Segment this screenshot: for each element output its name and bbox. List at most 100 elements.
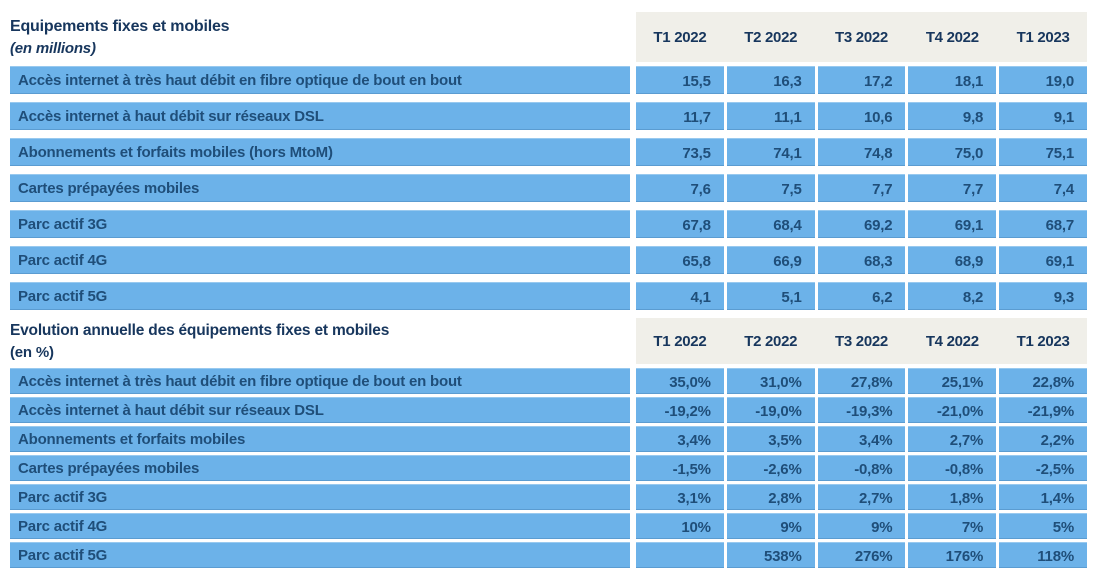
value-cell: 2,7%	[908, 426, 997, 452]
value-cell: 68,9	[908, 246, 997, 274]
row-label: Accès internet à haut débit sur réseaux …	[10, 397, 630, 423]
column-header: T1 2023	[1016, 28, 1070, 46]
value-cell: 118%	[999, 542, 1087, 568]
value-cell: 7,7	[908, 174, 997, 202]
value-cell: -0,8%	[908, 455, 997, 481]
value-cell: 16,3	[726, 66, 815, 94]
value-cell: 3,4%	[636, 426, 724, 452]
value-cell: 9,8	[908, 102, 997, 130]
value-cell: 18,1	[908, 66, 997, 94]
value-cell: -0,8%	[817, 455, 906, 481]
value-cell: 2,2%	[999, 426, 1087, 452]
section-evolution-rows: Accès internet à très haut débit en fibr…	[10, 368, 1087, 568]
table-row: Parc actif 4G 10% 9% 9% 7% 5%	[10, 513, 1087, 539]
row-label: Parc actif 5G	[10, 282, 630, 310]
value-cell: -21,9%	[999, 397, 1087, 423]
value-cell: 9%	[726, 513, 815, 539]
row-values: 4,1 5,1 6,2 8,2 9,3	[636, 282, 1087, 310]
table-row: Parc actif 5G 538% 276% 176% 118%	[10, 542, 1087, 568]
column-header: T1 2022	[653, 28, 707, 46]
value-cell: 65,8	[636, 246, 724, 274]
value-cell: 75,0	[908, 138, 997, 166]
table-row: Accès internet à haut débit sur réseaux …	[10, 102, 1087, 130]
row-label: Accès internet à très haut débit en fibr…	[10, 368, 630, 394]
row-values: 11,7 11,1 10,6 9,8 9,1	[636, 102, 1087, 130]
value-cell: 27,8%	[817, 368, 906, 394]
row-label: Parc actif 3G	[10, 484, 630, 510]
table-row: Parc actif 4G 65,8 66,9 68,3 68,9 69,1	[10, 246, 1087, 274]
value-cell: 5%	[999, 513, 1087, 539]
value-cell: 4,1	[636, 282, 724, 310]
table-row: Accès internet à très haut débit en fibr…	[10, 66, 1087, 94]
value-cell: 68,7	[999, 210, 1087, 238]
row-label: Abonnements et forfaits mobiles (hors Mt…	[10, 138, 630, 166]
value-cell: 66,9	[726, 246, 815, 274]
row-values: 65,8 66,9 68,3 68,9 69,1	[636, 246, 1087, 274]
section-volumes-header: Equipements fixes et mobiles (en million…	[10, 12, 1087, 62]
value-cell: 22,8%	[999, 368, 1087, 394]
value-cell: 69,2	[817, 210, 906, 238]
row-values: 10% 9% 9% 7% 5%	[636, 513, 1087, 539]
value-cell: 3,1%	[636, 484, 724, 510]
section-title: Equipements fixes et mobiles	[10, 17, 230, 35]
value-cell: 5,1	[726, 282, 815, 310]
value-cell: 15,5	[636, 66, 724, 94]
row-values: 3,4% 3,5% 3,4% 2,7% 2,2%	[636, 426, 1087, 452]
table-row: Cartes prépayées mobiles -1,5% -2,6% -0,8% -…	[10, 455, 1087, 481]
value-cell: -2,5%	[999, 455, 1087, 481]
table-row: Abonnements et forfaits mobiles (hors Mt…	[10, 138, 1087, 166]
value-cell: 11,1	[726, 102, 815, 130]
value-cell: 25,1%	[908, 368, 997, 394]
row-values: 538% 276% 176% 118%	[636, 542, 1087, 568]
table-row: Abonnements et forfaits mobiles 3,4% 3,5% 3…	[10, 426, 1087, 452]
row-values: 7,6 7,5 7,7 7,7 7,4	[636, 174, 1087, 202]
section-evolution-header: Evolution annuelle des équipements fixes…	[10, 318, 1087, 364]
value-cell: 10,6	[817, 102, 906, 130]
row-values: -1,5% -2,6% -0,8% -0,8% -2,5%	[636, 455, 1087, 481]
value-cell: 6,2	[817, 282, 906, 310]
value-cell: 276%	[817, 542, 906, 568]
section-title: Evolution annuelle des équipements fixes…	[10, 321, 390, 339]
value-cell: -1,5%	[636, 455, 724, 481]
row-label: Accès internet à haut débit sur réseaux …	[10, 102, 630, 130]
section-evolution-title-block: Evolution annuelle des équipements fixes…	[10, 318, 630, 364]
value-cell: 7,5	[726, 174, 815, 202]
table-row: Accès internet à haut débit sur réseaux …	[10, 397, 1087, 423]
value-cell: -19,0%	[726, 397, 815, 423]
section-volumes-rows: Accès internet à très haut débit en fibr…	[10, 66, 1087, 310]
equipment-table: Equipements fixes et mobiles (en million…	[10, 12, 1087, 571]
row-label: Parc actif 3G	[10, 210, 630, 238]
row-label: Parc actif 4G	[10, 513, 630, 539]
value-cell: -19,3%	[817, 397, 906, 423]
row-label: Accès internet à très haut débit en fibr…	[10, 66, 630, 94]
column-header: T2 2022	[744, 332, 798, 350]
value-cell: 2,7%	[817, 484, 906, 510]
value-cell: 74,8	[817, 138, 906, 166]
value-cell: 7%	[908, 513, 997, 539]
row-values: 35,0% 31,0% 27,8% 25,1% 22,8%	[636, 368, 1087, 394]
value-cell: 538%	[726, 542, 815, 568]
value-cell: 11,7	[636, 102, 724, 130]
value-cell: -19,2%	[636, 397, 724, 423]
value-cell: 9,3	[999, 282, 1087, 310]
value-cell: 75,1	[999, 138, 1087, 166]
value-cell: 10%	[636, 513, 724, 539]
value-cell: 31,0%	[726, 368, 815, 394]
column-header: T3 2022	[835, 28, 888, 46]
value-cell: 69,1	[999, 246, 1087, 274]
column-header: T4 2022	[925, 28, 979, 46]
value-cell: 19,0	[999, 66, 1087, 94]
value-cell: 7,6	[636, 174, 724, 202]
value-cell: 73,5	[636, 138, 724, 166]
row-values: -19,2% -19,0% -19,3% -21,0% -21,9%	[636, 397, 1087, 423]
table-row: Parc actif 3G 67,8 68,4 69,2 69,1 68,7	[10, 210, 1087, 238]
value-cell: 2,8%	[726, 484, 815, 510]
value-cell: 9,1	[999, 102, 1087, 130]
value-cell: 35,0%	[636, 368, 724, 394]
value-cell: 68,4	[726, 210, 815, 238]
table-row: Parc actif 3G 3,1% 2,8% 2,7% 1,8% 1,4%	[10, 484, 1087, 510]
value-cell: 68,3	[817, 246, 906, 274]
value-cell: 1,4%	[999, 484, 1087, 510]
row-values: 3,1% 2,8% 2,7% 1,8% 1,4%	[636, 484, 1087, 510]
row-label: Cartes prépayées mobiles	[10, 174, 630, 202]
